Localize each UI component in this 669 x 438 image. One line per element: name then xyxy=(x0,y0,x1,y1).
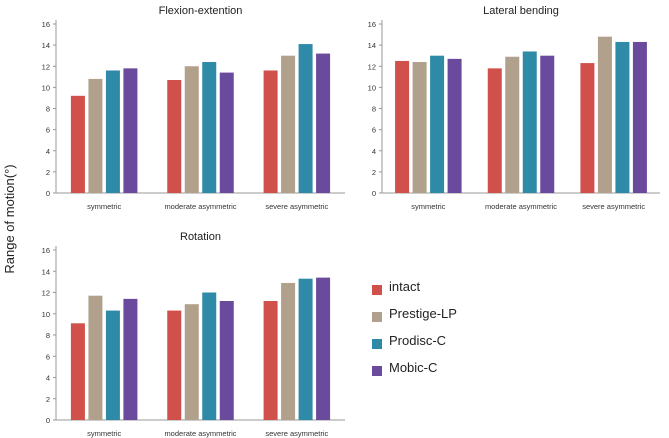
x-category-label: symmetric xyxy=(87,202,121,211)
bar-prodisc-c-symmetric xyxy=(430,55,445,193)
x-category-label: severe asymmetric xyxy=(265,429,328,438)
y-tick-label: 14 xyxy=(368,41,376,50)
y-tick-label: 0 xyxy=(372,189,376,198)
bar-mobic-c-symmetric xyxy=(123,68,138,193)
legend-label: intact xyxy=(389,279,421,294)
y-tick-label: 8 xyxy=(46,331,50,340)
bar-prestige-lp-severe-asymmetric xyxy=(281,55,296,193)
bar-intact-symmetric xyxy=(70,95,85,193)
bar-prodisc-c-moderate-asymmetric xyxy=(202,62,217,194)
y-tick-label: 16 xyxy=(368,20,376,29)
bar-mobic-c-moderate-asymmetric xyxy=(219,301,234,420)
y-tick-label: 2 xyxy=(372,168,376,177)
legend-swatch xyxy=(372,339,382,349)
chart-panel-flexion-extention: Flexion-extention 0 2 4 6 8 10 12 14 16 symmetric m… xyxy=(42,5,345,211)
x-category-label: moderate asymmetric xyxy=(485,202,557,211)
chart-title: Flexion-extention xyxy=(159,5,243,17)
bar-prestige-lp-severe-asymmetric xyxy=(597,36,612,193)
y-tick-label: 16 xyxy=(42,20,50,29)
chart-panel-lateral-bending: Lateral bending 0 2 4 6 8 10 12 14 16 symmetric mod… xyxy=(368,5,660,211)
legend-label: Prodisc-C xyxy=(389,333,447,348)
bar-prestige-lp-moderate-asymmetric xyxy=(505,56,520,194)
bar-mobic-c-severe-asymmetric xyxy=(316,277,331,420)
y-tick-label: 4 xyxy=(372,147,376,156)
y-tick-label: 2 xyxy=(46,168,50,177)
bar-prodisc-c-symmetric xyxy=(105,70,120,193)
bar-prestige-lp-symmetric xyxy=(88,295,103,420)
bar-prodisc-c-moderate-asymmetric xyxy=(202,292,217,420)
y-tick-label: 6 xyxy=(46,352,50,361)
bar-intact-moderate-asymmetric xyxy=(487,68,502,193)
legend-swatch xyxy=(372,366,382,376)
y-tick-label: 10 xyxy=(42,310,50,319)
bar-intact-symmetric xyxy=(70,323,85,420)
legend-item-prestige-lp: Prestige-LP xyxy=(372,305,492,332)
y-tick-label: 4 xyxy=(46,374,50,383)
bar-mobic-c-severe-asymmetric xyxy=(316,53,331,194)
bar-prestige-lp-moderate-asymmetric xyxy=(184,304,199,420)
legend-label: Prestige-LP xyxy=(389,306,457,321)
chart-title: Rotation xyxy=(180,231,221,243)
bar-prodisc-c-severe-asymmetric xyxy=(298,44,313,193)
y-tick-label: 12 xyxy=(368,62,376,71)
bar-prodisc-c-moderate-asymmetric xyxy=(522,51,537,194)
bar-mobic-c-moderate-asymmetric xyxy=(219,72,234,193)
x-category-label: severe asymmetric xyxy=(582,202,645,211)
y-tick-label: 14 xyxy=(42,267,50,276)
legend: intact Prestige-LP Prodisc-C Mobic-C xyxy=(372,278,492,386)
bar-intact-symmetric xyxy=(395,60,410,193)
bar-prodisc-c-severe-asymmetric xyxy=(298,278,313,420)
bar-mobic-c-symmetric xyxy=(447,58,462,194)
y-tick-label: 6 xyxy=(372,126,376,135)
y-tick-label: 8 xyxy=(372,105,376,114)
chart-panel-rotation: Rotation 0 2 4 6 8 10 12 14 16 symmetric moderate a… xyxy=(42,231,345,438)
bar-intact-moderate-asymmetric xyxy=(167,310,182,420)
bar-prestige-lp-moderate-asymmetric xyxy=(184,66,199,193)
legend-item-intact: intact xyxy=(372,278,492,305)
y-tick-label: 2 xyxy=(46,395,50,404)
x-category-label: symmetric xyxy=(87,429,121,438)
bar-intact-severe-asymmetric xyxy=(263,301,278,420)
y-tick-label: 6 xyxy=(46,126,50,135)
bar-intact-moderate-asymmetric xyxy=(167,79,182,193)
y-tick-label: 12 xyxy=(42,62,50,71)
x-category-label: moderate asymmetric xyxy=(164,202,236,211)
legend-label: Mobic-C xyxy=(389,360,438,375)
y-tick-label: 0 xyxy=(46,189,50,198)
bar-prestige-lp-symmetric xyxy=(88,78,103,193)
bar-mobic-c-severe-asymmetric xyxy=(632,41,647,193)
bar-intact-severe-asymmetric xyxy=(263,70,278,193)
bar-mobic-c-moderate-asymmetric xyxy=(540,55,555,193)
chart-title: Lateral bending xyxy=(483,5,559,17)
bar-intact-severe-asymmetric xyxy=(580,63,595,193)
bar-mobic-c-symmetric xyxy=(123,298,138,420)
bar-prodisc-c-severe-asymmetric xyxy=(615,41,630,193)
y-tick-label: 4 xyxy=(46,147,50,156)
legend-item-mobic-c: Mobic-C xyxy=(372,359,492,386)
y-tick-label: 8 xyxy=(46,105,50,114)
y-axis-label: Range of motion(°) xyxy=(2,164,17,273)
bar-prestige-lp-severe-asymmetric xyxy=(281,282,296,420)
y-tick-label: 0 xyxy=(46,416,50,425)
legend-swatch xyxy=(372,312,382,322)
y-tick-label: 10 xyxy=(42,83,50,92)
y-tick-label: 16 xyxy=(42,246,50,255)
y-tick-label: 10 xyxy=(368,83,376,92)
legend-item-prodisc-c: Prodisc-C xyxy=(372,332,492,359)
y-tick-label: 12 xyxy=(42,289,50,298)
y-tick-label: 14 xyxy=(42,41,50,50)
x-category-label: moderate asymmetric xyxy=(164,429,236,438)
bar-prodisc-c-symmetric xyxy=(105,310,120,420)
x-category-label: symmetric xyxy=(411,202,445,211)
bar-prestige-lp-symmetric xyxy=(412,62,427,194)
x-category-label: severe asymmetric xyxy=(265,202,328,211)
legend-swatch xyxy=(372,285,382,295)
